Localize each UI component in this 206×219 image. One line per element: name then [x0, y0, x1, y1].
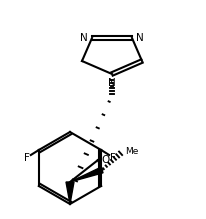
- Text: O: O: [101, 155, 110, 165]
- Text: N: N: [108, 78, 115, 88]
- Text: Me: Me: [124, 148, 138, 157]
- Text: N: N: [135, 33, 143, 43]
- Text: F: F: [24, 153, 30, 163]
- Polygon shape: [66, 182, 74, 204]
- Polygon shape: [70, 167, 103, 182]
- Text: F: F: [110, 153, 116, 163]
- Text: N: N: [80, 33, 88, 43]
